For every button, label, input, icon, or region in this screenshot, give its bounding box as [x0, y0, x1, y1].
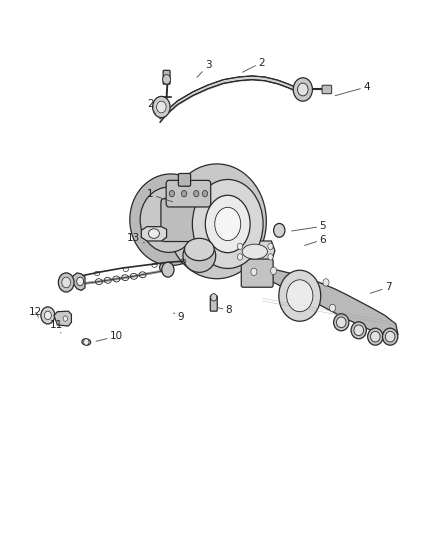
Text: 2: 2 [243, 58, 265, 72]
FancyBboxPatch shape [161, 198, 227, 241]
Circle shape [202, 190, 208, 197]
Circle shape [44, 311, 51, 320]
Text: 4: 4 [335, 82, 370, 95]
Text: 6: 6 [304, 235, 326, 245]
FancyBboxPatch shape [241, 259, 273, 287]
Circle shape [237, 254, 243, 260]
Circle shape [62, 277, 71, 288]
FancyBboxPatch shape [166, 180, 211, 207]
Polygon shape [245, 269, 398, 338]
Ellipse shape [336, 317, 346, 328]
Circle shape [77, 277, 84, 286]
Text: 1: 1 [147, 189, 173, 202]
Circle shape [274, 223, 285, 237]
Circle shape [84, 339, 89, 345]
Polygon shape [233, 241, 275, 262]
Text: 10: 10 [96, 332, 123, 341]
FancyBboxPatch shape [163, 70, 170, 84]
Text: 12: 12 [29, 308, 42, 318]
Circle shape [162, 262, 174, 277]
Ellipse shape [215, 207, 241, 240]
Circle shape [169, 190, 174, 197]
Text: 13: 13 [127, 233, 145, 243]
FancyBboxPatch shape [178, 173, 191, 186]
Circle shape [237, 243, 243, 249]
Circle shape [268, 254, 273, 260]
Ellipse shape [382, 328, 398, 345]
Circle shape [181, 190, 187, 197]
Ellipse shape [140, 187, 198, 253]
Text: 3: 3 [197, 60, 212, 77]
Text: 2: 2 [147, 99, 155, 114]
Circle shape [152, 96, 170, 118]
Ellipse shape [130, 174, 212, 265]
Ellipse shape [371, 332, 380, 342]
FancyBboxPatch shape [322, 85, 332, 94]
Ellipse shape [159, 263, 169, 272]
Ellipse shape [385, 332, 395, 342]
Circle shape [156, 101, 166, 113]
Ellipse shape [205, 195, 250, 253]
Circle shape [297, 83, 308, 96]
Text: 9: 9 [173, 312, 184, 321]
Circle shape [211, 294, 217, 301]
Text: 11: 11 [49, 320, 63, 333]
Circle shape [279, 270, 321, 321]
Polygon shape [54, 311, 71, 326]
Ellipse shape [192, 180, 263, 269]
Circle shape [271, 267, 277, 274]
Circle shape [162, 75, 170, 84]
Circle shape [293, 78, 312, 101]
Ellipse shape [184, 238, 214, 261]
Ellipse shape [242, 244, 268, 259]
Circle shape [41, 307, 55, 324]
Ellipse shape [167, 164, 266, 279]
Circle shape [194, 190, 199, 197]
Text: 7: 7 [370, 282, 392, 293]
Ellipse shape [82, 339, 91, 345]
Circle shape [329, 304, 336, 312]
Ellipse shape [367, 328, 383, 345]
Text: 8: 8 [217, 305, 232, 316]
Polygon shape [141, 227, 166, 241]
Ellipse shape [148, 229, 159, 238]
Circle shape [63, 316, 67, 321]
FancyBboxPatch shape [210, 296, 217, 311]
Ellipse shape [183, 239, 216, 272]
Ellipse shape [351, 322, 366, 339]
Polygon shape [71, 273, 85, 290]
Circle shape [58, 273, 74, 292]
Ellipse shape [354, 325, 364, 336]
Circle shape [251, 268, 257, 276]
Ellipse shape [334, 314, 349, 331]
Circle shape [268, 243, 273, 249]
Circle shape [287, 280, 313, 312]
Text: 5: 5 [292, 221, 326, 231]
Circle shape [323, 279, 329, 286]
